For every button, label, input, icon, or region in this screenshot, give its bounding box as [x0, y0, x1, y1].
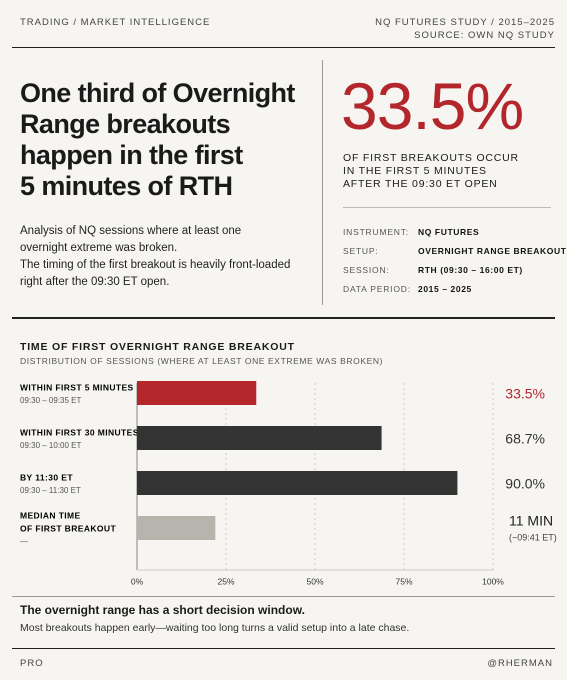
intro: overnight extreme was broken. [20, 242, 178, 254]
takeaway-title: The overnight range has a short decision… [20, 603, 305, 617]
value-sublabel: (~09:41 ET) [509, 532, 557, 542]
rule [343, 207, 551, 208]
category-sublabel: 09:30 – 10:00 ET [20, 441, 81, 450]
x-tick-label: 100% [482, 576, 504, 586]
intro: Analysis of NQ sessions where at least o… [20, 225, 242, 237]
category-label: WITHIN FIRST 30 MINUTES [20, 427, 139, 437]
headline: One third of Overnight [20, 78, 295, 108]
bar [137, 516, 216, 540]
detail-key: DATA PERIOD: [343, 284, 411, 294]
category-label: BY 11:30 ET [20, 472, 73, 482]
headline: happen in the first [20, 140, 243, 170]
detail-key: SESSION: [343, 265, 390, 275]
category-label: WITHIN FIRST 5 MINUTES [20, 382, 134, 392]
value-label: 90.0% [505, 476, 545, 492]
category-label: OF FIRST BREAKOUT [20, 523, 116, 533]
detail-value: OVERNIGHT RANGE BREAKOUT [418, 246, 567, 256]
rule [12, 648, 555, 649]
stat-caption: AFTER THE 09:30 ET OPEN [343, 178, 498, 190]
footer-left: PRO [20, 658, 44, 669]
category-sublabel: 09:30 – 09:35 ET [20, 396, 81, 405]
value-label: 11 MIN [509, 513, 553, 529]
x-tick-label: 75% [395, 576, 412, 586]
footer-right: @RHERMAN [487, 658, 553, 669]
detail-value: NQ FUTURES [418, 227, 480, 237]
chart: 0% 25% 50% 75% 100% WITHIN FIRST 5 MINUTES 09:… [20, 381, 557, 586]
category-label: MEDIAN TIME [20, 510, 81, 520]
stat-caption: OF FIRST BREAKOUTS OCCUR [343, 152, 519, 164]
intro: right after the 09:30 ET open. [20, 276, 170, 288]
category-sublabel: 09:30 – 11:30 ET [20, 486, 81, 495]
divider [322, 60, 323, 305]
detail-value: 2015 – 2025 [418, 284, 472, 294]
rule [12, 47, 555, 48]
bar [137, 471, 458, 495]
x-tick-label: 25% [217, 576, 234, 586]
x-tick-label: 50% [306, 576, 323, 586]
chart-title: TIME OF FIRST OVERNIGHT RANGE BREAKOUT [20, 341, 295, 353]
rule [12, 317, 555, 319]
category-sublabel: — [20, 537, 28, 546]
x-tick-label: 0% [131, 576, 144, 586]
stat-caption: IN THE FIRST 5 MINUTES [343, 165, 487, 177]
chart-subtitle: DISTRIBUTION OF SESSIONS (WHERE AT LEAST… [20, 356, 384, 366]
intro: The timing of the first breakout is heav… [20, 259, 291, 271]
header-left: TRADING / MARKET INTELLIGENCE [20, 17, 211, 28]
bar [137, 426, 382, 450]
header-right: NQ FUTURES STUDY / 2015–2025 [375, 17, 555, 28]
detail-value: RTH (09:30 – 16:00 ET) [418, 265, 523, 275]
detail-key: SETUP: [343, 246, 379, 256]
takeaway-text: Most breakouts happen early—waiting too … [20, 622, 410, 634]
value-label: 33.5% [505, 386, 545, 402]
detail-key: INSTRUMENT: [343, 227, 409, 237]
headline: 5 minutes of RTH [20, 171, 233, 201]
header-right: SOURCE: OWN NQ STUDY [414, 30, 555, 41]
rule [12, 596, 555, 597]
stat-value: 33.5% [341, 69, 524, 143]
value-label: 68.7% [505, 431, 545, 447]
bar [137, 381, 257, 405]
headline: Range breakouts [20, 109, 231, 139]
